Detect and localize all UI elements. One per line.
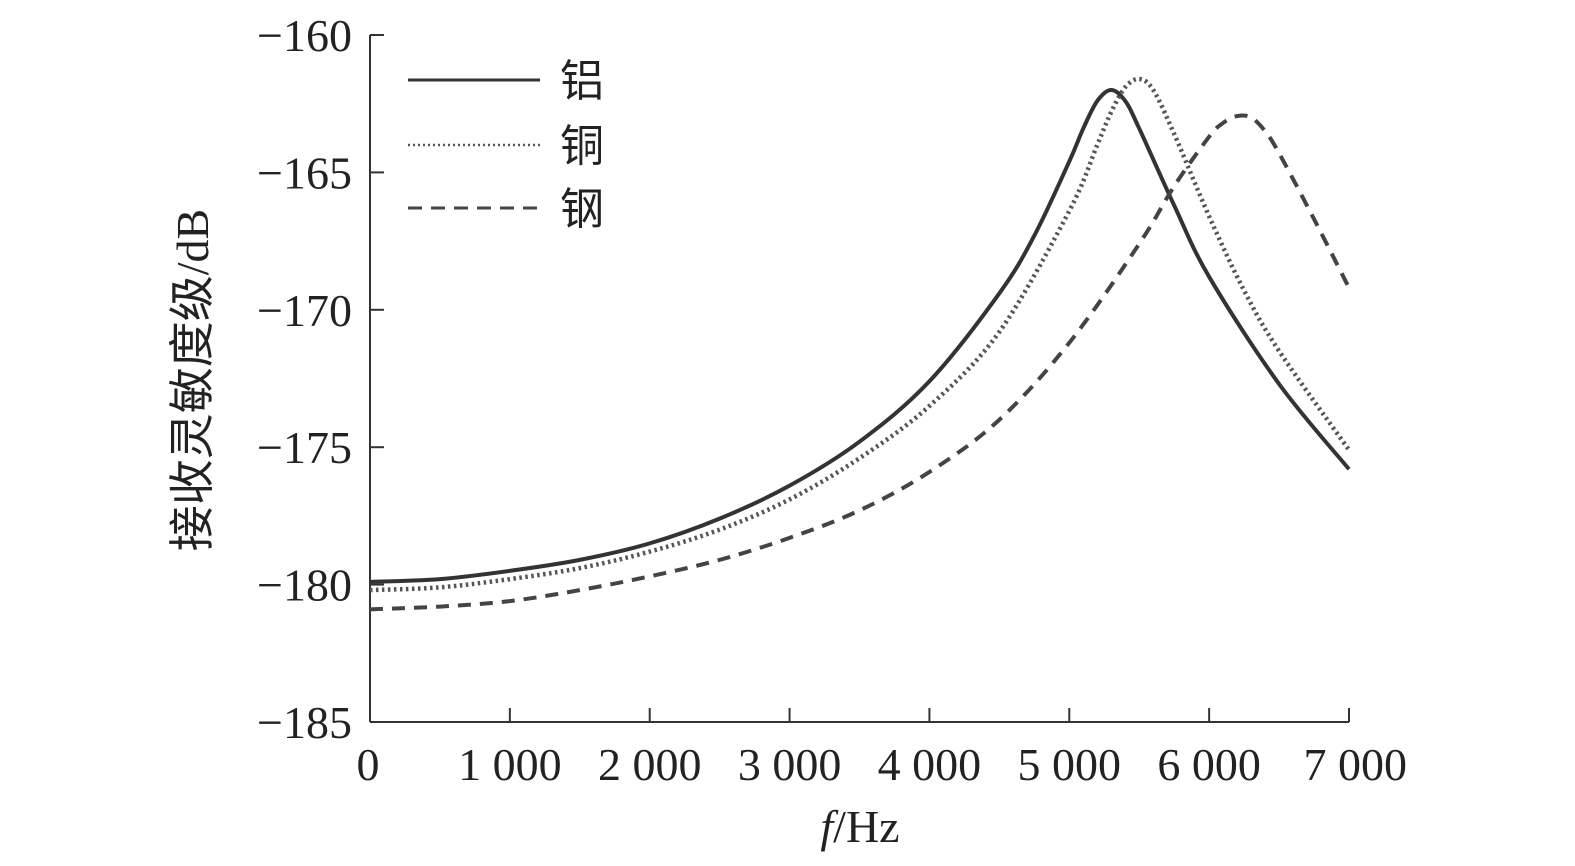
- y-tick-label: −180: [257, 560, 352, 611]
- series-line-2: [369, 76, 1351, 593]
- legend-label-2: 铜: [560, 121, 604, 172]
- x-axis-label-unit: /Hz: [833, 801, 899, 852]
- x-tick-label: 6 000: [1157, 739, 1261, 790]
- legend: 铝铜钢: [408, 56, 604, 235]
- series-line-3: [369, 113, 1351, 612]
- y-axis-label: 接收灵敏度级/dB: [167, 209, 218, 551]
- y-tick-label: −165: [257, 147, 352, 198]
- x-tick-label: 4 000: [878, 739, 982, 790]
- legend-label-1: 铝: [560, 56, 604, 107]
- x-tick-label: 5 000: [1018, 739, 1122, 790]
- y-tick-label: −185: [257, 697, 352, 748]
- x-tick-label: 1 000: [458, 739, 562, 790]
- y-tick-label: −170: [257, 285, 352, 336]
- y-tick-label: −175: [257, 422, 352, 473]
- x-tick-label: 7 000: [1304, 739, 1408, 790]
- y-tick-label: −160: [257, 10, 352, 61]
- series-layer: [369, 76, 1351, 612]
- x-tick-label: 0: [357, 739, 380, 790]
- x-tick-label: 2 000: [598, 739, 702, 790]
- series-line-1: [369, 87, 1351, 584]
- legend-label-3: 钢: [560, 184, 604, 235]
- x-tick-label: 3 000: [738, 739, 842, 790]
- x-axis-label: f/Hz: [820, 801, 899, 852]
